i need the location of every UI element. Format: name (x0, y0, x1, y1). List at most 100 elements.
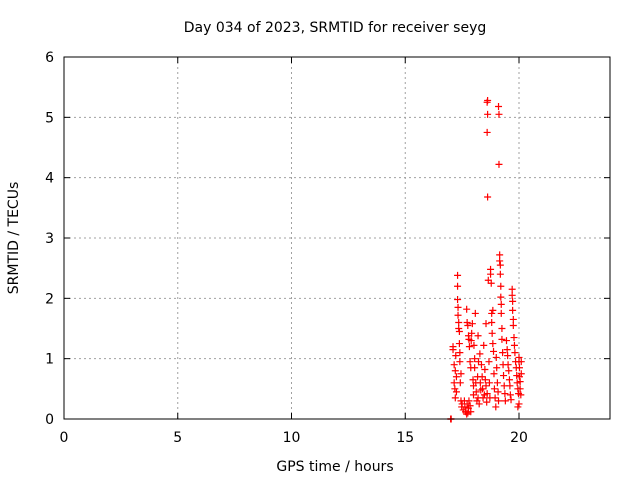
data-point (493, 364, 501, 372)
data-point (513, 379, 521, 387)
data-point (493, 379, 501, 387)
data-point (467, 337, 475, 345)
data-point (509, 297, 517, 305)
data-point (485, 358, 493, 366)
data-point (496, 257, 504, 265)
data-point (468, 329, 476, 337)
data-point (509, 315, 517, 323)
data-point (489, 306, 497, 314)
data-point (484, 276, 492, 284)
y-tick-label: 6 (45, 50, 54, 66)
data-point (492, 403, 500, 411)
data-point (477, 386, 485, 394)
data-point (482, 320, 490, 328)
data-point (484, 110, 492, 118)
data-point (476, 379, 484, 387)
data-point (481, 366, 489, 374)
data-point (506, 382, 514, 390)
data-point (495, 110, 503, 118)
data-point (449, 346, 457, 354)
data-point (479, 394, 487, 402)
data-point (499, 349, 507, 357)
x-tick-label: 10 (283, 430, 301, 446)
data-point (484, 193, 492, 201)
data-point (471, 309, 479, 317)
data-point (467, 408, 475, 416)
x-tick-label: 0 (60, 430, 69, 446)
data-point (464, 321, 472, 329)
data-point (455, 325, 463, 332)
y-tick-label: 0 (45, 412, 54, 428)
data-point (492, 353, 500, 361)
data-point (484, 96, 492, 104)
data-point (481, 376, 489, 384)
data-point (479, 385, 487, 393)
data-point (454, 282, 462, 290)
data-point (480, 341, 488, 349)
data-point (506, 391, 514, 399)
data-point (471, 355, 479, 363)
data-point (451, 394, 459, 402)
data-point (451, 367, 459, 375)
data-point (452, 352, 460, 360)
data-point (515, 364, 523, 372)
x-axis-label: GPS time / hours (276, 459, 393, 475)
data-point (488, 329, 496, 337)
x-tick-label: 5 (173, 430, 182, 446)
data-point (452, 373, 460, 381)
data-point (498, 325, 506, 332)
chart-title: Day 034 of 2023, SRMTID for receiver sey… (184, 20, 487, 36)
data-point (509, 321, 517, 329)
data-point (457, 370, 465, 378)
data-point (508, 291, 516, 299)
data-point (455, 328, 463, 336)
data-point (488, 318, 496, 326)
data-point (501, 390, 509, 398)
data-point (475, 358, 483, 366)
data-point (505, 376, 513, 384)
data-point (477, 361, 485, 369)
data-point (455, 318, 463, 326)
data-points (447, 96, 525, 423)
data-point (472, 388, 480, 396)
data-point (503, 346, 511, 354)
data-point (452, 388, 460, 396)
data-point (497, 282, 505, 290)
data-point (510, 341, 518, 349)
data-point (496, 270, 504, 278)
data-point (502, 337, 510, 345)
data-point (456, 358, 464, 366)
data-point (491, 394, 499, 402)
y-tick-label: 2 (45, 291, 54, 307)
data-point (507, 396, 515, 404)
data-point (508, 285, 516, 293)
data-point (456, 379, 464, 387)
data-point (463, 318, 471, 326)
data-point (454, 303, 462, 311)
data-point (451, 385, 459, 393)
data-point (483, 128, 491, 136)
data-point (496, 261, 504, 269)
data-point (497, 293, 505, 301)
data-point (471, 364, 479, 372)
data-point (515, 400, 523, 408)
data-point (483, 398, 491, 406)
data-point (476, 350, 484, 358)
data-point (509, 306, 517, 314)
data-point (511, 349, 519, 357)
data-point (454, 271, 462, 279)
data-point (517, 391, 525, 399)
data-point (516, 385, 524, 393)
data-point (470, 341, 478, 349)
data-point (501, 397, 509, 405)
data-point (487, 279, 495, 287)
y-tick-label: 3 (45, 231, 54, 247)
data-point (454, 296, 462, 304)
data-point (490, 370, 498, 378)
data-point (490, 385, 498, 393)
data-point (504, 361, 512, 369)
data-point (496, 251, 504, 259)
data-point (500, 372, 508, 380)
data-point (463, 305, 471, 313)
